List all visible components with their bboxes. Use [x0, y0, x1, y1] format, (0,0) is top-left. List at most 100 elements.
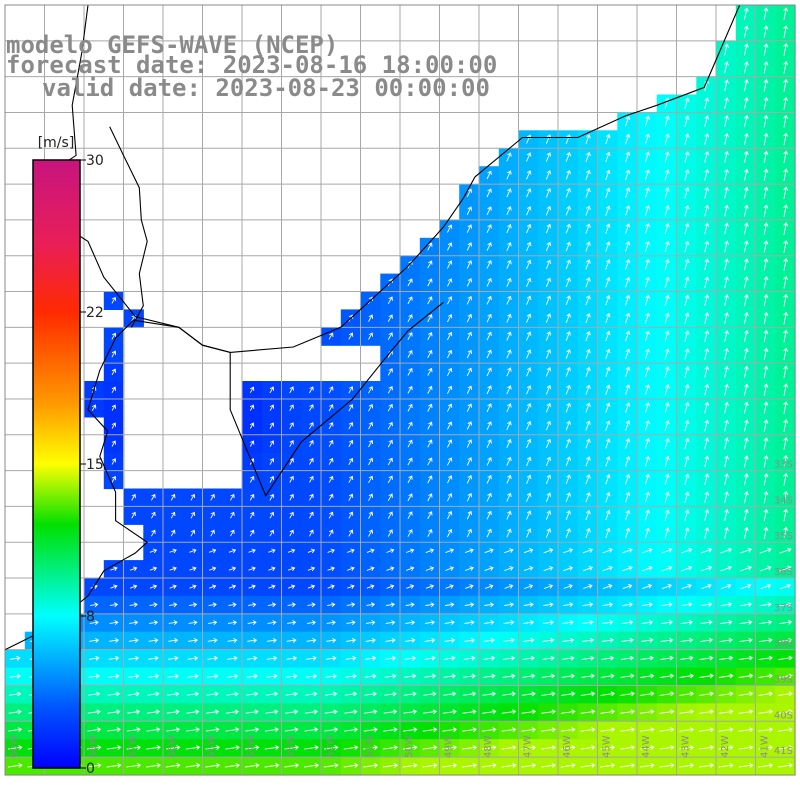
wind-arrow: [585, 384, 591, 395]
wind-arrow: [778, 762, 793, 768]
longitude-label: 46W: [562, 735, 573, 758]
wind-arrow: [364, 673, 377, 679]
wind-arrow: [541, 745, 556, 751]
wind-arrow: [149, 602, 158, 608]
wind-arrow: [386, 584, 395, 589]
wind-arrow: [625, 402, 631, 413]
wind-arrow: [758, 637, 773, 643]
colorbar-tick-label: 8: [86, 609, 95, 625]
wind-arrow: [561, 655, 575, 661]
wind-arrow: [581, 655, 595, 661]
wind-arrow: [758, 655, 773, 661]
field-cell: [656, 112, 678, 131]
wind-arrow: [486, 206, 492, 216]
wind-arrow: [486, 456, 492, 466]
wind-arrow: [523, 602, 534, 608]
wind-arrow: [763, 329, 769, 343]
wind-arrow: [427, 475, 433, 484]
wind-arrow: [523, 566, 534, 572]
wind-arrow: [704, 527, 710, 539]
wind-arrow: [763, 186, 769, 199]
wind-arrow: [287, 602, 296, 608]
wind-arrow: [585, 151, 591, 162]
wind-arrow: [738, 691, 754, 697]
wind-arrow: [585, 330, 591, 342]
wind-arrow: [504, 566, 514, 572]
field-cell: [498, 488, 520, 507]
wind-arrow: [481, 762, 497, 768]
wind-arrow: [600, 673, 615, 679]
field-cell: [775, 184, 796, 203]
wind-arrow: [760, 583, 772, 590]
wind-arrow: [501, 762, 517, 768]
wind-arrow: [644, 384, 651, 396]
field-cell: [775, 219, 796, 239]
wind-arrow: [778, 727, 793, 733]
field-cell: [261, 488, 283, 507]
field-cell: [558, 416, 579, 436]
field-cell: [182, 506, 204, 525]
field-cell: [656, 237, 678, 257]
wind-arrow: [783, 258, 789, 271]
wind-arrow: [284, 745, 299, 751]
field-cell: [182, 488, 204, 507]
wind-arrow: [585, 223, 591, 234]
wind-arrow: [625, 294, 631, 306]
wind-arrow: [406, 584, 415, 589]
wind-arrow: [526, 492, 532, 502]
field-cell: [518, 148, 539, 167]
wind-arrow: [462, 691, 477, 697]
wind-arrow: [543, 602, 554, 608]
wind-arrow: [447, 510, 453, 520]
wind-arrow: [269, 440, 275, 447]
field-cell: [558, 202, 579, 221]
field-cell: [775, 470, 796, 490]
wind-arrow: [427, 332, 433, 341]
coastline-segment: [229, 301, 444, 497]
field-cell: [340, 524, 362, 543]
field-cell: [301, 524, 322, 543]
wind-arrow: [368, 404, 374, 412]
wind-arrow: [644, 115, 651, 127]
wind-arrow: [506, 295, 512, 305]
wind-arrow: [659, 691, 675, 697]
wind-arrow: [545, 170, 552, 180]
wind-arrow: [111, 350, 117, 358]
wind-arrow: [724, 43, 729, 56]
longitude-label: 49W: [444, 735, 455, 758]
wind-arrow: [248, 602, 257, 608]
field-cell: [301, 488, 322, 507]
wind-arrow: [210, 493, 215, 501]
field-cell: [775, 399, 796, 418]
wind-arrow: [324, 709, 338, 715]
field-cell: [538, 255, 559, 275]
wind-arrow: [664, 294, 670, 306]
wind-arrow: [345, 655, 357, 661]
wind-arrow: [664, 509, 670, 521]
wind-arrow: [111, 368, 117, 376]
field-cell: [558, 184, 579, 203]
wind-arrow: [503, 637, 515, 643]
wind-arrow: [622, 565, 633, 572]
wind-arrow: [758, 691, 774, 697]
field-cell: [538, 148, 559, 167]
title-model: modelo GEFS-WAVE (NCEP): [6, 31, 338, 59]
field-cell: [538, 416, 559, 436]
wind-arrow: [562, 637, 575, 643]
wind-arrow: [328, 440, 334, 448]
field-cell: [340, 470, 362, 490]
wind-arrow: [664, 348, 670, 360]
wind-arrow: [563, 584, 573, 589]
wind-arrow: [704, 97, 710, 110]
wind-arrow: [249, 511, 255, 519]
wind-arrow: [368, 314, 374, 322]
wind-arrow: [427, 403, 433, 412]
wind-arrow: [565, 187, 571, 198]
wind-arrow: [466, 242, 473, 251]
field-cell: [360, 470, 381, 490]
wind-arrow: [246, 691, 259, 697]
wind-arrow: [664, 473, 670, 485]
field-cell: [696, 148, 717, 167]
wind-arrow: [783, 43, 789, 56]
wind-arrow: [644, 258, 651, 270]
